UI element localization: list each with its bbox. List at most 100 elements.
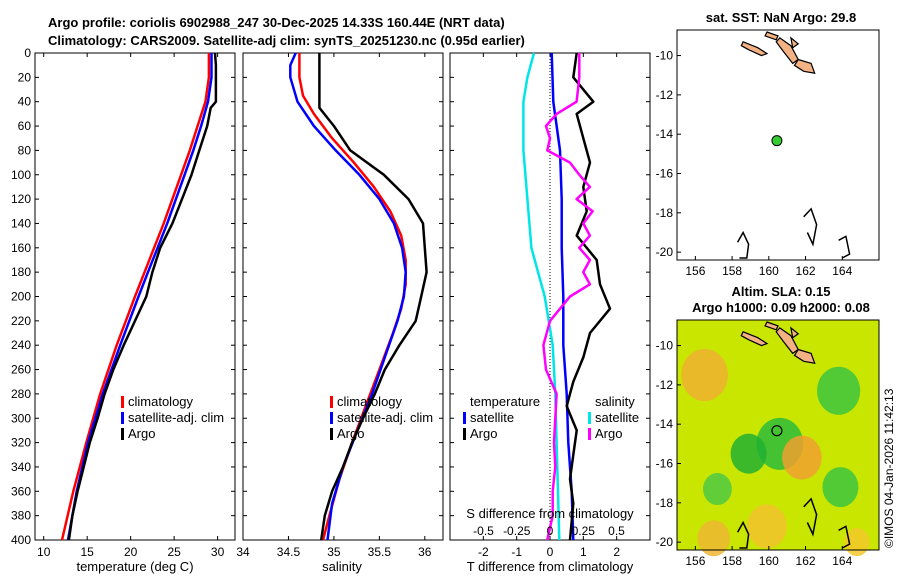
y-tick-label: 60 — [18, 119, 32, 133]
y-tick-label: 280 — [11, 387, 31, 401]
legend-label-argo: Argo — [128, 426, 155, 441]
sla-map-panel: 156 158 160 162 164 -10 -12 -14 -16 -18 -20 — [656, 319, 880, 568]
sla-map-title-line2: Argo h1000: 0.09 h2000: 0.08 — [692, 300, 870, 315]
reef-outline — [838, 235, 851, 259]
legend-label-sal-satellite: satellite — [595, 410, 639, 425]
x-tick-label: 10 — [37, 545, 51, 559]
map-y-tick-label: -16 — [656, 457, 674, 471]
legend-swatch-temp-argo — [463, 428, 466, 440]
island-shape — [764, 31, 779, 41]
map-x-tick-label: 164 — [832, 264, 852, 278]
sla-anomaly-patch — [817, 366, 861, 415]
series-line-argo — [318, 53, 428, 541]
sla-anomaly-patch — [782, 435, 822, 480]
x-tick-label: 30 — [211, 545, 225, 559]
map-y-tick-label: -12 — [656, 88, 674, 102]
sla-anomaly-patch — [747, 504, 787, 549]
island-shape — [740, 331, 769, 347]
map-y-tick-label: -12 — [656, 378, 674, 392]
series-line-salinity-satellite — [522, 52, 561, 541]
map-y-tick-label: -14 — [656, 127, 674, 141]
y-tick-label: 0 — [24, 46, 31, 60]
map-y-tick-label: -10 — [656, 339, 674, 353]
x-tick-label: 1 — [580, 545, 587, 559]
legend-label-climatology: climatology — [337, 394, 403, 409]
legend-label-temp-argo: Argo — [470, 426, 497, 441]
x-tick-label: 15 — [80, 545, 94, 559]
y-tick-label: 160 — [11, 241, 31, 255]
legend-label-sal-argo: Argo — [595, 426, 622, 441]
sst-map-panel: 156 158 160 162 164 -10 -12 -14 -16 -18 -20 — [656, 29, 880, 278]
secondary-x-tick-label: 0.5 — [608, 524, 625, 538]
series-line-argo — [67, 52, 218, 541]
x-tick-label: -2 — [478, 545, 489, 559]
salinity-axes — [242, 52, 444, 541]
secondary-x-tick-label: -0.25 — [503, 524, 531, 538]
legend-title-temperature: temperature — [470, 394, 540, 409]
y-tick-label: 80 — [18, 143, 32, 157]
map-x-tick-label: 158 — [722, 264, 742, 278]
y-tick-label: 400 — [11, 533, 31, 547]
sst-map-title: sat. SST: NaN Argo: 29.8 — [706, 10, 857, 25]
y-tick-label: 140 — [11, 216, 31, 230]
legend-swatch-satellite — [330, 412, 333, 424]
map-x-tick-label: 160 — [759, 554, 779, 568]
map-x-tick-label: 164 — [832, 554, 852, 568]
temperature-xlabel: temperature (deg C) — [76, 559, 193, 574]
legend-swatch-climatology — [330, 396, 333, 408]
map-y-tick-label: -10 — [656, 49, 674, 63]
secondary-x-tick-label: 0 — [547, 524, 554, 538]
y-tick-label: 120 — [11, 192, 31, 206]
series-line-satellite-adj-clim — [66, 53, 213, 541]
y-tick-label: 340 — [11, 460, 31, 474]
map-x-tick-label: 162 — [796, 554, 816, 568]
x-tick-label: 35 — [327, 545, 341, 559]
secondary-x-tick-label: 0.25 — [572, 524, 596, 538]
legend-swatch-temp-satellite — [463, 412, 466, 424]
legend-label-temp-satellite: satellite — [470, 410, 514, 425]
y-tick-label: 220 — [11, 314, 31, 328]
y-tick-label: 300 — [11, 411, 31, 425]
island-shape — [790, 326, 800, 339]
argo-position-marker — [771, 135, 783, 147]
y-tick-label: 240 — [11, 338, 31, 352]
map-y-tick-label: -16 — [656, 167, 674, 181]
map-y-tick-label: -18 — [656, 206, 674, 220]
map-y-tick-label: -20 — [656, 245, 674, 259]
island-shape — [793, 58, 816, 74]
island-shape — [793, 348, 816, 364]
reef-outline — [736, 520, 750, 549]
series-line-temperature-argo — [565, 52, 612, 541]
difference-panel: -2 -1 0 1 2 T difference from climatology S … — [449, 52, 651, 574]
reef-outline — [803, 497, 818, 537]
salinity-xlabel: salinity — [322, 559, 362, 574]
map-x-tick-label: 158 — [722, 554, 742, 568]
map-y-tick-label: -14 — [656, 417, 674, 431]
sla-map-frame — [676, 319, 880, 551]
map-x-tick-label: 162 — [796, 264, 816, 278]
difference-xlabel: T difference from climatology — [467, 559, 634, 574]
legend-swatch-sal-satellite — [588, 412, 591, 424]
y-tick-label: 180 — [11, 265, 31, 279]
legend-swatch-climatology — [121, 396, 124, 408]
x-tick-label: 25 — [167, 545, 181, 559]
temperature-legend: climatology satellite-adj. clim Argo — [121, 394, 224, 441]
island-shape — [740, 41, 769, 57]
legend-swatch-argo — [121, 428, 124, 440]
sla-anomaly-patch — [822, 467, 859, 508]
salinity-legend: climatology satellite-adj. clim Argo — [330, 394, 433, 441]
island-shape — [775, 37, 799, 65]
y-tick-label: 100 — [11, 168, 31, 182]
map-x-tick-label: 156 — [685, 264, 705, 278]
y-tick-label: 200 — [11, 290, 31, 304]
salinity-difference-xlabel: S difference from climatology — [466, 506, 634, 521]
map-x-tick-label: 160 — [759, 264, 779, 278]
legend-swatch-argo — [330, 428, 333, 440]
temperature-panel: 10 15 20 25 30020406080100120140160180200220… — [11, 46, 236, 574]
x-tick-label: 35.5 — [368, 545, 392, 559]
reef-outline — [803, 207, 818, 247]
reef-outline — [838, 525, 851, 549]
figure-title-line1: Argo profile: coriolis 6902988_247 30-De… — [48, 15, 505, 30]
island-shape — [775, 327, 799, 355]
island-shape — [764, 321, 779, 331]
